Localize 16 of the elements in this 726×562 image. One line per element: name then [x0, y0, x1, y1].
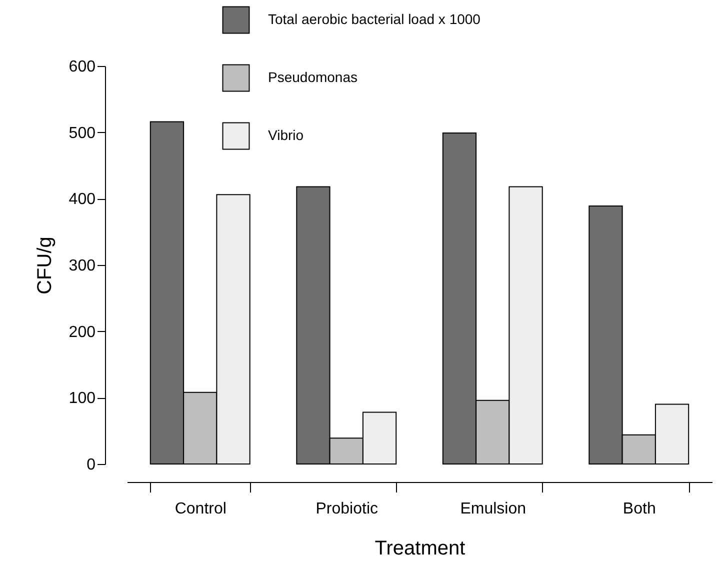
y-tick-label: 300 [68, 258, 96, 274]
y-tick-label: 500 [68, 124, 96, 142]
y-tick-label: 100 [68, 390, 96, 408]
x-axis-title: Treatment [374, 538, 466, 560]
y-tick-label: 400 [68, 191, 96, 208]
legend-label: Pseudomonas [268, 69, 358, 85]
y-tick-label: 0 [86, 456, 96, 474]
y-axis-title: CFU/g [34, 236, 56, 294]
legend-label: Vibrio [268, 127, 304, 143]
x-tick-label: Both [622, 500, 656, 518]
x-tick-label: Control [174, 500, 226, 518]
y-tick-label: 600 [68, 58, 96, 76]
y-tick-label: 200 [68, 324, 96, 341]
x-tick-label: Emulsion [460, 500, 526, 518]
x-tick-label: Probiotic [316, 500, 378, 518]
legend-label: Total aerobic bacterial load x 1000 [268, 11, 481, 27]
